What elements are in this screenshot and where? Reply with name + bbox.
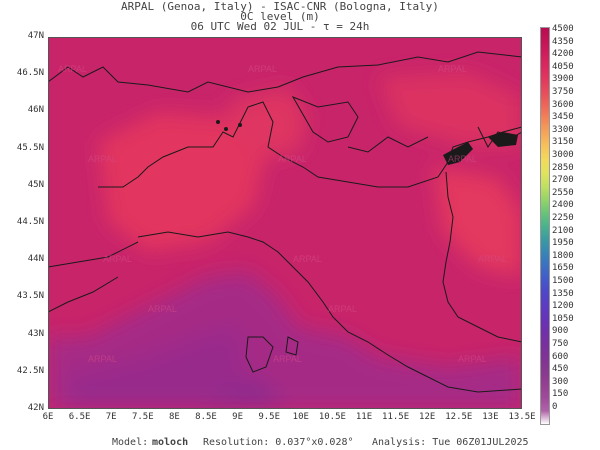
colorbar-tick-label: 150: [552, 389, 569, 400]
colorbar-tick-label: 3750: [552, 87, 574, 97]
longitude-tick-label: 7.5E: [131, 412, 154, 422]
longitude-tick-label: 8.5E: [195, 412, 217, 422]
colorbar-tick-label: 900: [552, 326, 569, 337]
watermark: ARPAL: [478, 254, 507, 264]
longitude-tick-label: 10E: [292, 412, 309, 422]
colorbar-tick-label: 3300: [552, 124, 574, 135]
colorbar-tick-label: 1650: [552, 263, 574, 274]
watermark: ARPAL: [148, 304, 177, 314]
watermark: ARPAL: [438, 64, 467, 74]
lakes-and-lagoons: [216, 120, 518, 165]
colorbar-tick-label: 300: [552, 376, 569, 387]
colorbar-tick-label: 450: [552, 364, 569, 375]
colorbar-tick-label: 1350: [552, 288, 574, 299]
colorbar-tick-label: 3450: [552, 112, 574, 123]
watermark: ARPAL: [458, 354, 487, 364]
colorbar-tick-label: 2250: [552, 213, 574, 223]
latitude-tick-label: 44.5N: [16, 217, 44, 227]
longitude-tick-label: 6.5E: [68, 412, 91, 422]
latitude-tick-label: 43N: [27, 328, 44, 339]
colorbar-tick-label: 750: [552, 339, 569, 349]
colorbar-tick-label: 600: [552, 351, 569, 362]
watermark: ARPAL: [103, 254, 132, 264]
latitude-tick-label: 42N: [27, 403, 44, 413]
watermark: ARPAL: [88, 154, 117, 164]
header-title: ARPAL (Genoa, Italy) - ISAC-CNR (Bologna…: [121, 0, 439, 13]
watermark: ARPAL: [88, 354, 117, 364]
longitude-tick-label: 9.5E: [258, 412, 281, 422]
latitude-tick-label: 45N: [27, 179, 44, 190]
coastline-outline: [48, 51, 522, 393]
latitude-tick-label: 46N: [27, 105, 44, 116]
freezing-level-shading: [48, 72, 522, 409]
watermark: ARPAL: [58, 64, 87, 74]
arpal-watermarks: ARPAL ARPAL ARPAL ARPAL ARPAL ARPAL ARPA…: [58, 64, 507, 364]
colorbar-tick-label: 1800: [552, 250, 574, 261]
longitude-tick-label: 11E: [355, 412, 373, 422]
colorbar-tick-label: 4200: [552, 49, 574, 60]
latitude-tick-label: 47N: [27, 31, 44, 41]
colorbar-tick-label: 4350: [552, 36, 574, 47]
colorbar: [540, 27, 550, 425]
colorbar-tick-label: 1500: [552, 276, 574, 286]
watermark: ARPAL: [273, 354, 302, 364]
watermark: ARPAL: [278, 154, 307, 164]
colorbar-tick-label: 1950: [552, 238, 574, 249]
model-label: Model:: [112, 437, 149, 448]
longitude-tick-label: 10.5E: [318, 412, 346, 422]
longitude-tick-label: 13.5E: [508, 412, 536, 422]
watermark: ARPAL: [328, 304, 357, 314]
longitude-tick-label: 12E: [419, 412, 436, 422]
longitude-tick-label: 7E: [105, 412, 117, 422]
colorbar-tick-label: 1050: [552, 313, 574, 324]
latitude-tick-label: 44N: [27, 254, 44, 265]
colorbar-tick-label: 2100: [552, 225, 574, 236]
colorbar-tick-label: 3150: [552, 137, 574, 148]
colorbar-tick-label: 3600: [552, 99, 574, 110]
latitude-tick-label: 46.5N: [16, 68, 44, 79]
latitude-tick-label: 42.5N: [16, 365, 44, 376]
header-variable: 0C level (m): [240, 10, 320, 23]
longitude-tick-label: 11.5E: [382, 412, 410, 422]
longitude-tick-label: 12.5E: [445, 412, 473, 422]
watermark: ARPAL: [448, 154, 477, 164]
colorbar-tick-label: 3900: [552, 74, 574, 85]
map-frame: [48, 37, 522, 409]
colorbar-tick-label: 2550: [552, 187, 574, 198]
colorbar-tick-label: 2700: [552, 175, 574, 186]
latitude-tick-label: 43.5N: [16, 291, 44, 302]
colorbar-tick-label: 4050: [552, 61, 574, 72]
colorbar-tick-label: 1200: [552, 301, 574, 312]
longitude-tick-label: 8E: [168, 412, 180, 422]
colorbar-tick-label: 3000: [552, 150, 574, 160]
model-value: moloch: [152, 437, 189, 448]
colorbar-tick-label: 2850: [552, 162, 574, 173]
longitude-tick-label: 6E: [42, 412, 54, 422]
longitude-tick-label: 9E: [232, 412, 244, 422]
colorbar-tick-label: 2400: [552, 200, 574, 211]
map-panel: ARPAL ARPAL ARPAL ARPAL ARPAL ARPAL ARPA…: [48, 37, 522, 409]
latitude-tick-label: 45.5N: [16, 142, 44, 153]
resolution-text: Resolution: 0.037°x0.028°: [203, 437, 354, 448]
watermark: ARPAL: [248, 64, 277, 74]
analysis-text: Analysis: Tue 06Z01JUL2025: [372, 437, 529, 448]
header-valid-time: 06 UTC Wed 02 JUL - τ = 24h: [190, 20, 370, 33]
colorbar-tick-label: 4500: [552, 24, 574, 34]
watermark: ARPAL: [293, 254, 322, 264]
colorbar-tick-label: 0: [552, 402, 558, 412]
longitude-tick-label: 13E: [482, 412, 499, 422]
